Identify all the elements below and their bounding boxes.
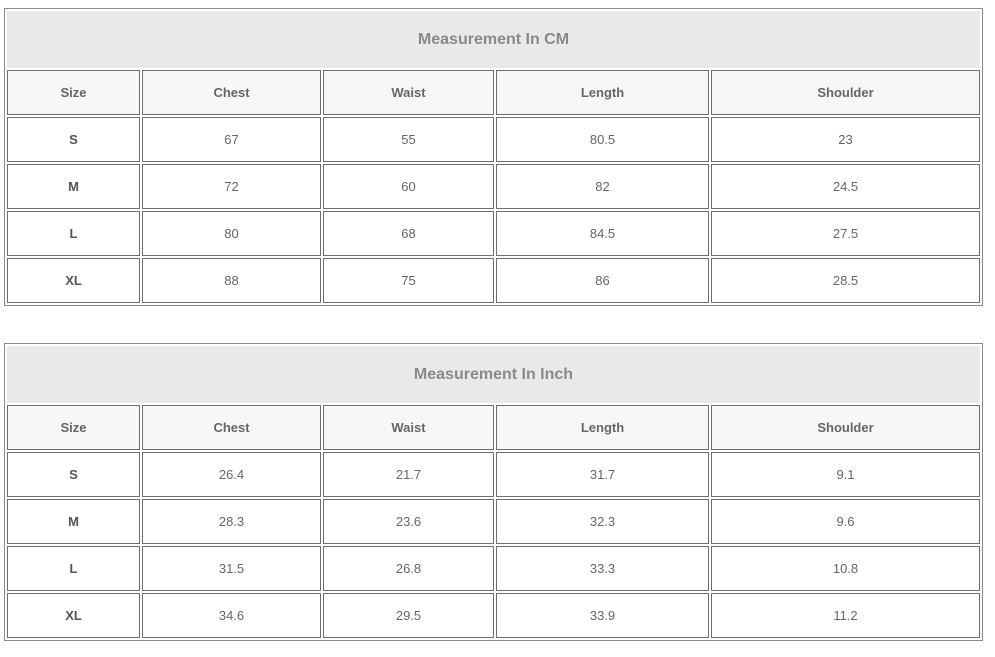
cell-chest: 67 [142, 117, 321, 162]
header-chest: Chest [142, 405, 321, 450]
header-size: Size [7, 405, 140, 450]
table-row: M 28.3 23.6 32.3 9.6 [7, 499, 980, 544]
cell-waist: 26.8 [323, 546, 494, 591]
cell-shoulder: 27.5 [711, 211, 980, 256]
header-shoulder: Shoulder [711, 405, 980, 450]
cell-chest: 31.5 [142, 546, 321, 591]
cell-waist: 29.5 [323, 593, 494, 638]
cell-waist: 68 [323, 211, 494, 256]
header-length: Length [496, 405, 709, 450]
table-row: M 72 60 82 24.5 [7, 164, 980, 209]
cell-chest: 26.4 [142, 452, 321, 497]
cell-shoulder: 9.1 [711, 452, 980, 497]
inch-size-table: Measurement In Inch Size Chest Waist Len… [4, 343, 983, 641]
cell-size: XL [7, 593, 140, 638]
header-length: Length [496, 70, 709, 115]
cell-waist: 75 [323, 258, 494, 303]
cell-length: 32.3 [496, 499, 709, 544]
cell-chest: 34.6 [142, 593, 321, 638]
cell-size: XL [7, 258, 140, 303]
cell-shoulder: 11.2 [711, 593, 980, 638]
header-row: Size Chest Waist Length Shoulder [7, 70, 980, 115]
cell-length: 84.5 [496, 211, 709, 256]
cell-size: M [7, 499, 140, 544]
cell-size: S [7, 117, 140, 162]
cell-length: 82 [496, 164, 709, 209]
header-size: Size [7, 70, 140, 115]
cell-chest: 28.3 [142, 499, 321, 544]
header-chest: Chest [142, 70, 321, 115]
table-title: Measurement In CM [7, 11, 980, 68]
table-row: L 80 68 84.5 27.5 [7, 211, 980, 256]
cell-length: 86 [496, 258, 709, 303]
cell-chest: 72 [142, 164, 321, 209]
cell-shoulder: 10.8 [711, 546, 980, 591]
table-row: XL 34.6 29.5 33.9 11.2 [7, 593, 980, 638]
cell-length: 80.5 [496, 117, 709, 162]
cell-chest: 88 [142, 258, 321, 303]
cm-size-table: Measurement In CM Size Chest Waist Lengt… [4, 8, 983, 306]
cell-waist: 23.6 [323, 499, 494, 544]
table-row: L 31.5 26.8 33.3 10.8 [7, 546, 980, 591]
table-row: S 26.4 21.7 31.7 9.1 [7, 452, 980, 497]
cell-length: 31.7 [496, 452, 709, 497]
cell-size: S [7, 452, 140, 497]
table-row: XL 88 75 86 28.5 [7, 258, 980, 303]
cell-waist: 55 [323, 117, 494, 162]
cell-waist: 21.7 [323, 452, 494, 497]
cell-size: L [7, 546, 140, 591]
header-waist: Waist [323, 405, 494, 450]
cell-length: 33.3 [496, 546, 709, 591]
cell-waist: 60 [323, 164, 494, 209]
table-row: S 67 55 80.5 23 [7, 117, 980, 162]
cell-shoulder: 23 [711, 117, 980, 162]
table-title: Measurement In Inch [7, 346, 980, 403]
cell-size: M [7, 164, 140, 209]
header-shoulder: Shoulder [711, 70, 980, 115]
cell-length: 33.9 [496, 593, 709, 638]
header-row: Size Chest Waist Length Shoulder [7, 405, 980, 450]
cell-chest: 80 [142, 211, 321, 256]
header-waist: Waist [323, 70, 494, 115]
cell-shoulder: 28.5 [711, 258, 980, 303]
cell-size: L [7, 211, 140, 256]
cell-shoulder: 9.6 [711, 499, 980, 544]
cell-shoulder: 24.5 [711, 164, 980, 209]
